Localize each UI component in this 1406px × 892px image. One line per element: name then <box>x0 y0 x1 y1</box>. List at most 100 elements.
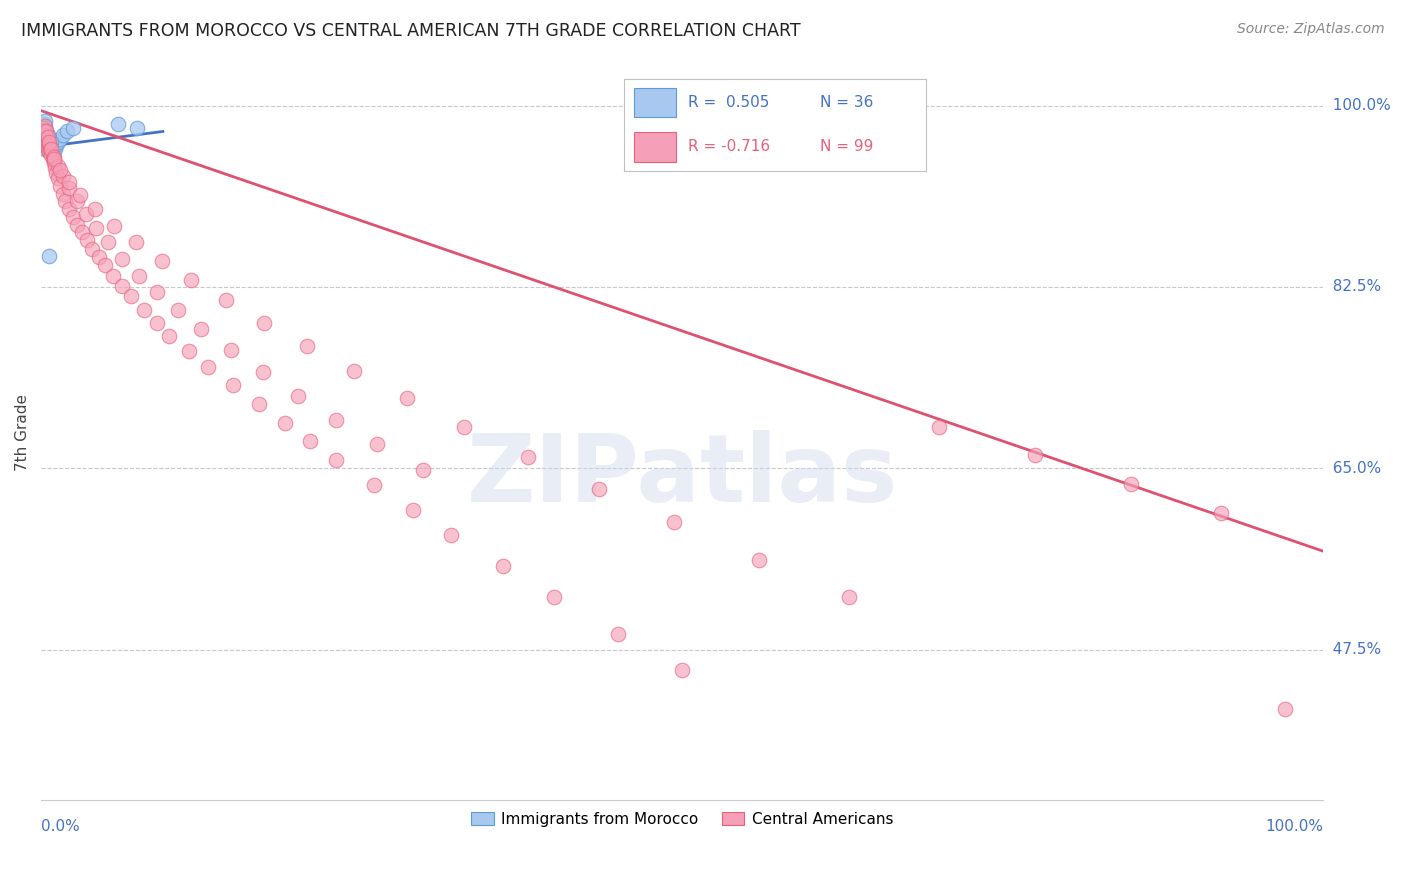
Point <box>75 207 97 221</box>
Point <box>177 344 200 359</box>
Point <box>366 437 388 451</box>
Point <box>70 225 93 239</box>
Point <box>32 121 55 136</box>
Point <box>41 135 63 149</box>
Point <box>588 482 610 496</box>
Point <box>82 242 104 256</box>
Point <box>492 558 515 573</box>
Point <box>1024 448 1046 462</box>
Point <box>247 397 270 411</box>
Point <box>52 169 75 183</box>
Point <box>34 114 56 128</box>
Point <box>180 273 202 287</box>
Point <box>46 171 69 186</box>
Point <box>125 235 148 250</box>
Point <box>39 142 62 156</box>
Point <box>58 175 80 189</box>
Point <box>42 155 65 169</box>
Point <box>52 186 75 201</box>
Text: 100.0%: 100.0% <box>1323 98 1391 113</box>
Point <box>412 463 434 477</box>
Point <box>31 120 53 134</box>
Point <box>838 590 860 604</box>
Point <box>219 343 242 358</box>
Point <box>34 135 56 149</box>
Point <box>45 137 67 152</box>
Point <box>111 278 134 293</box>
Point <box>145 285 167 299</box>
Point <box>41 145 63 160</box>
Point <box>41 153 63 167</box>
Point <box>299 434 322 449</box>
Point <box>103 219 125 233</box>
Text: IMMIGRANTS FROM MOROCCO VS CENTRAL AMERICAN 7TH GRADE CORRELATION CHART: IMMIGRANTS FROM MOROCCO VS CENTRAL AMERI… <box>21 22 800 40</box>
Point <box>132 302 155 317</box>
Point <box>543 590 565 604</box>
Point <box>928 420 950 434</box>
Point <box>46 159 69 173</box>
Point <box>35 131 58 145</box>
Point <box>34 121 56 136</box>
Point <box>402 502 425 516</box>
Point <box>32 117 55 131</box>
Point <box>35 124 58 138</box>
Point <box>84 220 107 235</box>
Point <box>215 293 238 308</box>
Point <box>35 140 58 154</box>
Point <box>274 416 297 430</box>
Point <box>222 378 245 392</box>
Point <box>49 179 72 194</box>
Point <box>39 135 62 149</box>
Point <box>107 117 129 131</box>
Text: 65.0%: 65.0% <box>1323 461 1382 475</box>
Point <box>42 153 65 167</box>
Point <box>34 129 56 144</box>
Text: Source: ZipAtlas.com: Source: ZipAtlas.com <box>1237 22 1385 37</box>
Point <box>607 627 630 641</box>
Point <box>295 339 318 353</box>
Point <box>363 478 385 492</box>
Point <box>190 322 212 336</box>
Point <box>41 137 63 152</box>
Point <box>41 142 63 156</box>
Point <box>31 121 53 136</box>
Point <box>62 121 84 136</box>
Point <box>120 289 142 303</box>
Point <box>1119 476 1142 491</box>
Point <box>66 218 89 232</box>
Point <box>167 302 190 317</box>
Point <box>517 450 540 464</box>
Point <box>46 135 69 149</box>
Point <box>38 145 60 160</box>
Point <box>37 142 59 156</box>
Point <box>94 258 117 272</box>
Point <box>37 142 59 156</box>
Point <box>671 664 693 678</box>
Point <box>343 364 366 378</box>
Point <box>58 202 80 216</box>
Point <box>1209 506 1232 520</box>
Point <box>87 250 110 264</box>
Point <box>664 515 686 529</box>
Text: 47.5%: 47.5% <box>1323 642 1381 657</box>
Point <box>32 124 55 138</box>
Point <box>128 268 150 283</box>
Point <box>32 131 55 145</box>
Point <box>38 135 60 149</box>
Point <box>101 268 124 283</box>
Point <box>453 420 475 434</box>
Point <box>150 254 173 268</box>
Point <box>37 129 59 144</box>
Point <box>84 202 107 216</box>
Point <box>31 124 53 138</box>
Point <box>41 148 63 162</box>
Point <box>45 166 67 180</box>
Point <box>37 128 59 142</box>
Point <box>69 187 91 202</box>
Legend: Immigrants from Morocco, Central Americans: Immigrants from Morocco, Central America… <box>464 805 900 833</box>
Point <box>127 121 149 136</box>
Point <box>35 124 58 138</box>
Point <box>197 359 219 374</box>
Point <box>145 316 167 330</box>
Point <box>253 316 276 330</box>
